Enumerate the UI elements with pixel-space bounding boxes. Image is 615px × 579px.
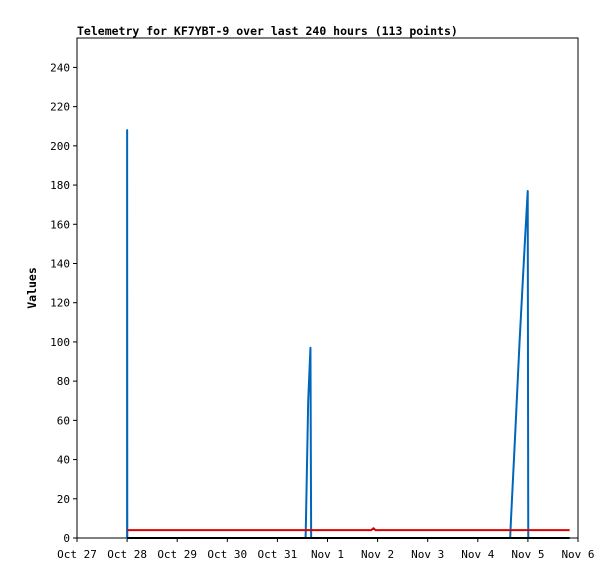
x-tick-label: Nov 5 <box>511 548 544 561</box>
series-line-1 <box>126 129 530 539</box>
y-axis-label: Values <box>25 267 39 309</box>
y-tick-label: 180 <box>50 179 70 192</box>
y-tick-label: 80 <box>57 375 70 388</box>
y-tick-label: 140 <box>50 257 70 270</box>
x-tick-label: Nov 3 <box>411 548 444 561</box>
y-tick-label: 120 <box>50 297 70 310</box>
plot-area-frame <box>76 37 579 539</box>
x-tick-label: Oct 27 <box>57 548 97 561</box>
x-tick-label: Oct 28 <box>107 548 147 561</box>
x-axis-ticks: Oct 27 Oct 28 Oct 29 Oct 30 Oct 31 Nov 1 Nov 2… <box>57 538 595 561</box>
y-tick-label: 100 <box>50 336 70 349</box>
y-tick-label: 20 <box>57 493 70 506</box>
y-tick-label: 40 <box>57 454 70 467</box>
y-tick-label: 0 <box>63 532 70 545</box>
x-tick-label: Nov 6 <box>561 548 594 561</box>
y-tick-label: 160 <box>50 218 70 231</box>
chart-title: Telemetry for KF7YBT-9 over last 240 hou… <box>77 24 458 38</box>
y-tick-label: 200 <box>50 140 70 153</box>
x-tick-label: Oct 31 <box>258 548 298 561</box>
x-tick-label: Nov 2 <box>361 548 394 561</box>
y-axis-ticks: 0 20 40 60 80 100 120 140 160 180 200 220 240 <box>50 61 77 545</box>
series-layer <box>126 129 570 539</box>
y-tick-label: 60 <box>57 414 70 427</box>
x-tick-label: Oct 30 <box>207 548 247 561</box>
series-line-2 <box>127 527 570 532</box>
x-tick-label: Oct 29 <box>157 548 197 561</box>
y-tick-label: 220 <box>50 101 70 114</box>
x-tick-label: Nov 4 <box>461 548 494 561</box>
x-tick-label: Nov 1 <box>311 548 344 561</box>
y-tick-label: 240 <box>50 61 70 74</box>
